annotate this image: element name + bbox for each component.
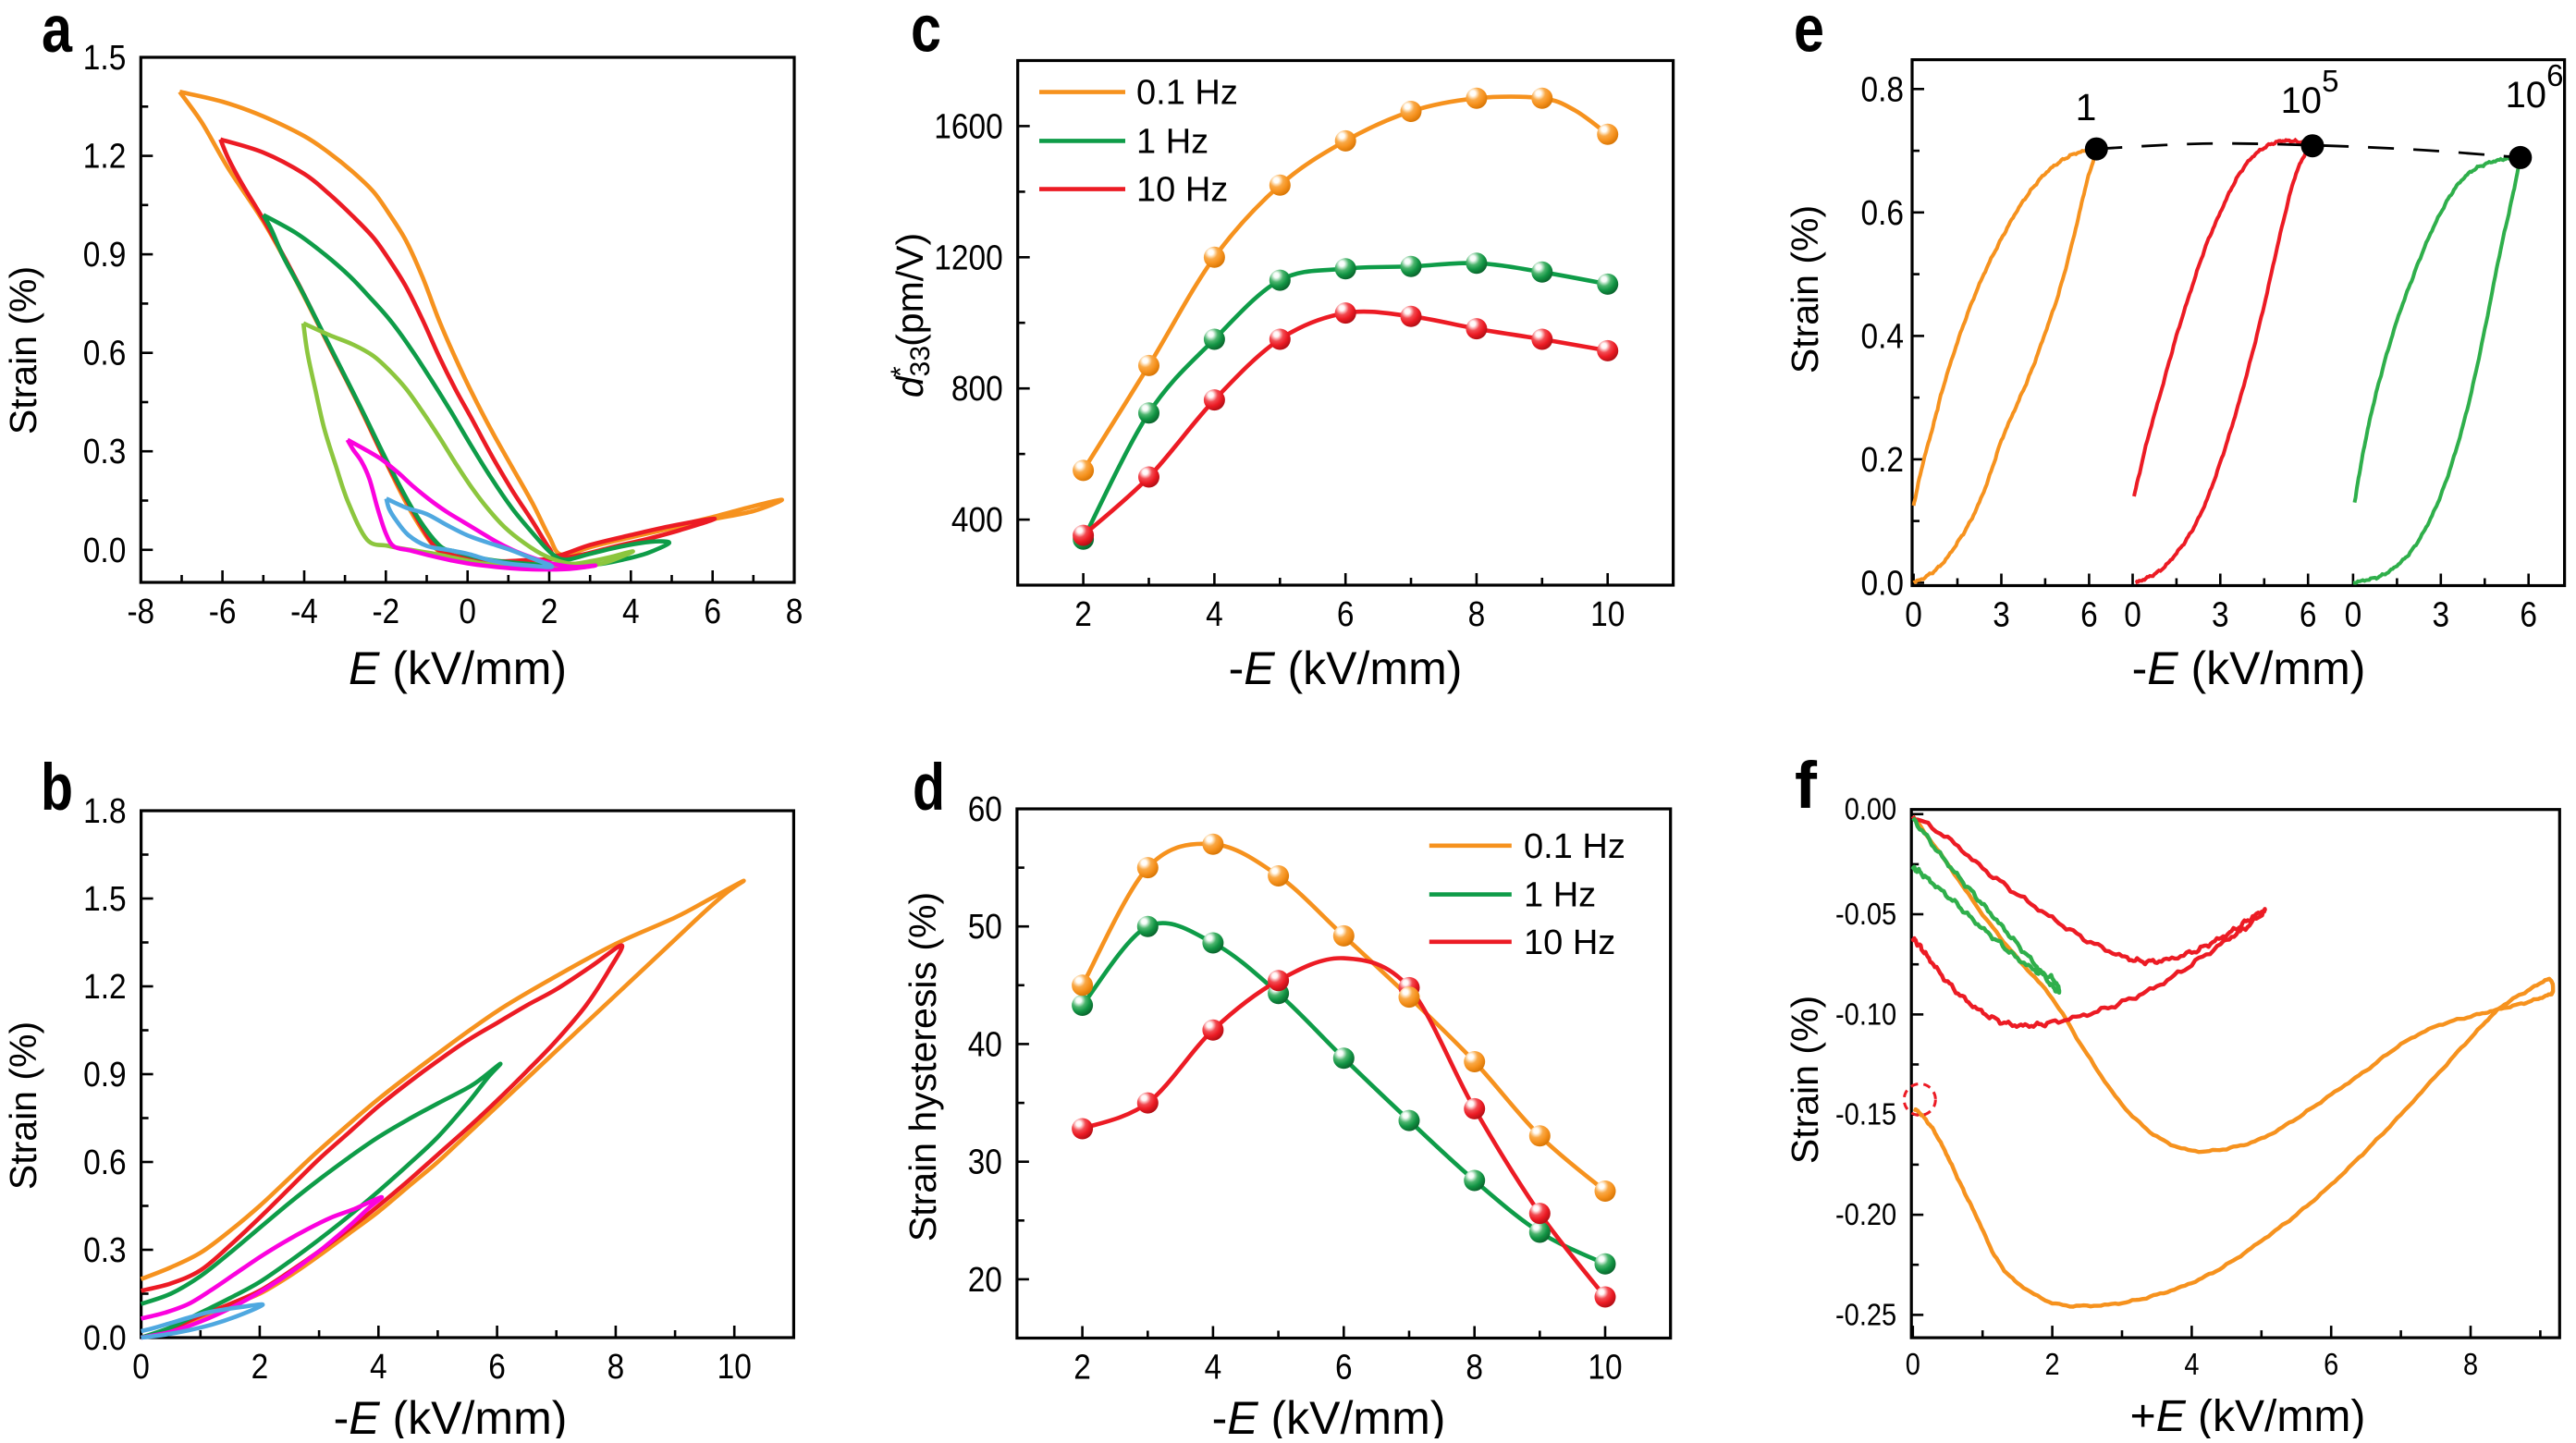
svg-text:3: 3 xyxy=(1993,596,2010,635)
svg-text:0.1 Hz: 0.1 Hz xyxy=(1136,74,1238,113)
svg-text:6: 6 xyxy=(2324,1347,2338,1381)
svg-text:-0.20: -0.20 xyxy=(1835,1197,1896,1231)
svg-text:-E (kV/mm): -E (kV/mm) xyxy=(1212,1392,1446,1438)
svg-text:0.1 Hz: 0.1 Hz xyxy=(1524,827,1625,866)
svg-text:-8: -8 xyxy=(127,593,154,631)
svg-text:2: 2 xyxy=(1073,1349,1091,1388)
svg-text:4: 4 xyxy=(1205,1349,1222,1388)
svg-text:Strain (%): Strain (%) xyxy=(1784,205,1826,373)
svg-text:4: 4 xyxy=(2184,1347,2199,1381)
svg-text:0.0: 0.0 xyxy=(83,532,127,570)
svg-text:-0.05: -0.05 xyxy=(1835,897,1896,931)
svg-text:1 Hz: 1 Hz xyxy=(1136,122,1208,161)
svg-text:0.2: 0.2 xyxy=(1861,441,1905,480)
svg-text:-6: -6 xyxy=(209,593,237,631)
svg-text:E (kV/mm): E (kV/mm) xyxy=(349,642,567,694)
svg-text:1.2: 1.2 xyxy=(83,138,127,177)
svg-text:b: b xyxy=(41,752,73,825)
svg-text:6: 6 xyxy=(2300,596,2317,635)
svg-text:6: 6 xyxy=(488,1348,506,1387)
svg-text:0.9: 0.9 xyxy=(83,1056,127,1094)
svg-text:3: 3 xyxy=(2433,596,2450,635)
svg-text:40: 40 xyxy=(968,1025,1002,1064)
svg-text:8: 8 xyxy=(786,593,803,631)
svg-text:-E (kV/mm): -E (kV/mm) xyxy=(334,1392,568,1438)
svg-text:0.3: 0.3 xyxy=(83,1231,127,1270)
svg-text:0.0: 0.0 xyxy=(1861,564,1905,603)
svg-text:0.9: 0.9 xyxy=(83,236,127,275)
svg-text:6: 6 xyxy=(704,593,721,631)
svg-text:-2: -2 xyxy=(372,593,399,631)
svg-text:6: 6 xyxy=(2520,596,2537,635)
svg-text:8: 8 xyxy=(2463,1347,2478,1381)
svg-text:1: 1 xyxy=(2076,86,2097,128)
svg-text:-0.10: -0.10 xyxy=(1835,997,1896,1031)
svg-text:3: 3 xyxy=(2212,596,2229,635)
svg-text:0: 0 xyxy=(1906,1347,1920,1381)
svg-text:-0.25: -0.25 xyxy=(1835,1297,1896,1331)
svg-text:10: 10 xyxy=(1590,595,1625,634)
svg-text:1 Hz: 1 Hz xyxy=(1524,876,1596,915)
svg-text:d33* (pm/V): d33* (pm/V) xyxy=(886,233,935,397)
svg-text:10: 10 xyxy=(718,1348,752,1387)
svg-text:-0.15: -0.15 xyxy=(1835,1097,1896,1131)
svg-text:0.6: 0.6 xyxy=(83,335,127,373)
svg-text:10: 10 xyxy=(1588,1349,1622,1388)
svg-text:50: 50 xyxy=(968,908,1002,947)
svg-text:20: 20 xyxy=(968,1261,1002,1300)
svg-text:6: 6 xyxy=(2080,596,2098,635)
svg-text:0.6: 0.6 xyxy=(83,1143,127,1182)
svg-text:1.2: 1.2 xyxy=(83,968,127,1007)
svg-text:-E (kV/mm): -E (kV/mm) xyxy=(1229,642,1463,694)
svg-text:10 Hz: 10 Hz xyxy=(1524,923,1615,962)
svg-text:2: 2 xyxy=(2045,1347,2060,1381)
svg-text:d: d xyxy=(913,752,945,825)
svg-text:e: e xyxy=(1794,0,1824,67)
svg-text:6: 6 xyxy=(1335,1349,1353,1388)
svg-text:0: 0 xyxy=(1905,596,1922,635)
svg-text:8: 8 xyxy=(1466,1349,1483,1388)
svg-text:1200: 1200 xyxy=(934,238,1002,277)
svg-text:10 Hz: 10 Hz xyxy=(1136,171,1228,210)
svg-text:1600: 1600 xyxy=(934,107,1002,146)
svg-text:0: 0 xyxy=(2345,596,2362,635)
svg-text:8: 8 xyxy=(607,1348,625,1387)
svg-text:0: 0 xyxy=(459,593,476,631)
svg-text:60: 60 xyxy=(968,790,1002,829)
svg-text:2: 2 xyxy=(541,593,558,631)
svg-text:0: 0 xyxy=(2124,596,2141,635)
svg-text:Strain hysteresis (%): Strain hysteresis (%) xyxy=(902,892,944,1241)
svg-text:f: f xyxy=(1795,750,1817,823)
svg-text:6: 6 xyxy=(1337,595,1355,634)
svg-text:0: 0 xyxy=(132,1348,150,1387)
svg-text:0.3: 0.3 xyxy=(83,433,127,471)
svg-text:0.8: 0.8 xyxy=(1861,70,1905,109)
svg-text:1.8: 1.8 xyxy=(83,792,127,831)
svg-text:30: 30 xyxy=(968,1143,1002,1182)
svg-text:0.6: 0.6 xyxy=(1861,194,1905,233)
svg-text:8: 8 xyxy=(1468,595,1486,634)
svg-text:4: 4 xyxy=(622,593,640,631)
svg-text:1.5: 1.5 xyxy=(83,39,127,78)
svg-text:Strain (%): Strain (%) xyxy=(2,1021,44,1190)
svg-text:a: a xyxy=(42,0,72,67)
svg-text:-4: -4 xyxy=(290,593,318,631)
svg-text:4: 4 xyxy=(370,1348,387,1387)
svg-text:0.4: 0.4 xyxy=(1861,317,1905,356)
svg-text:400: 400 xyxy=(951,501,1003,540)
svg-text:0.00: 0.00 xyxy=(1845,792,1897,826)
svg-text:-E (kV/mm): -E (kV/mm) xyxy=(2132,642,2366,694)
svg-text:0.0: 0.0 xyxy=(83,1319,127,1358)
svg-text:Strain (%): Strain (%) xyxy=(1784,996,1826,1164)
svg-text:2: 2 xyxy=(251,1348,269,1387)
svg-text:4: 4 xyxy=(1206,595,1223,634)
svg-text:Strain (%): Strain (%) xyxy=(2,266,44,434)
svg-text:1.5: 1.5 xyxy=(83,880,127,919)
svg-text:2: 2 xyxy=(1074,595,1092,634)
svg-text:800: 800 xyxy=(951,370,1003,409)
svg-text:+E (kV/mm): +E (kV/mm) xyxy=(2130,1392,2366,1438)
svg-text:c: c xyxy=(911,0,941,67)
